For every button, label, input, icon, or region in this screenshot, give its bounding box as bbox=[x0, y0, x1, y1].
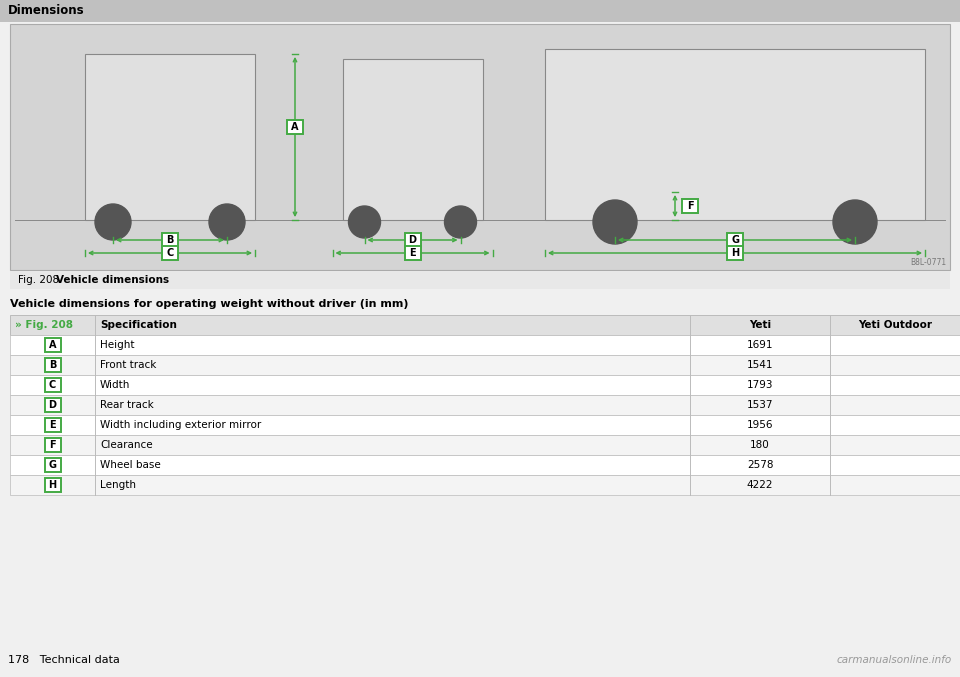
Text: 1541: 1541 bbox=[747, 360, 773, 370]
FancyBboxPatch shape bbox=[44, 438, 60, 452]
Bar bbox=[10, 315, 960, 335]
Text: Fig. 208: Fig. 208 bbox=[18, 275, 65, 285]
Text: D: D bbox=[49, 400, 57, 410]
Text: 4222: 4222 bbox=[747, 480, 773, 490]
Text: F: F bbox=[49, 440, 56, 450]
Text: Specification: Specification bbox=[100, 320, 177, 330]
Text: C: C bbox=[49, 380, 56, 390]
Text: 1537: 1537 bbox=[747, 400, 773, 410]
Bar bbox=[10, 355, 960, 375]
Text: A: A bbox=[291, 122, 299, 132]
Text: G: G bbox=[731, 235, 739, 245]
Text: C: C bbox=[166, 248, 174, 258]
FancyBboxPatch shape bbox=[44, 338, 60, 352]
FancyBboxPatch shape bbox=[404, 246, 420, 260]
Bar bbox=[85, 54, 255, 220]
Text: » Fig. 208: » Fig. 208 bbox=[15, 320, 73, 330]
Bar bbox=[10, 375, 960, 395]
Text: Front track: Front track bbox=[100, 360, 156, 370]
FancyBboxPatch shape bbox=[682, 199, 698, 213]
Bar bbox=[10, 271, 950, 289]
Text: Wheel base: Wheel base bbox=[100, 460, 160, 470]
Circle shape bbox=[348, 206, 380, 238]
Text: 1793: 1793 bbox=[747, 380, 773, 390]
Text: B: B bbox=[166, 235, 174, 245]
Text: 180: 180 bbox=[750, 440, 770, 450]
Text: E: E bbox=[409, 248, 416, 258]
FancyBboxPatch shape bbox=[44, 418, 60, 432]
Text: B: B bbox=[49, 360, 57, 370]
Text: 2578: 2578 bbox=[747, 460, 773, 470]
Text: Vehicle dimensions for operating weight without driver (in mm): Vehicle dimensions for operating weight … bbox=[10, 299, 409, 309]
Bar bbox=[10, 335, 960, 355]
Text: F: F bbox=[686, 201, 693, 211]
Text: Length: Length bbox=[100, 480, 136, 490]
Text: H: H bbox=[48, 480, 57, 490]
Text: Yeti: Yeti bbox=[749, 320, 771, 330]
FancyBboxPatch shape bbox=[404, 233, 420, 247]
Bar bbox=[343, 59, 483, 220]
Text: Rear track: Rear track bbox=[100, 400, 154, 410]
Text: 1691: 1691 bbox=[747, 340, 773, 350]
Bar bbox=[545, 49, 925, 220]
Circle shape bbox=[833, 200, 877, 244]
Circle shape bbox=[444, 206, 476, 238]
Text: H: H bbox=[731, 248, 739, 258]
FancyBboxPatch shape bbox=[44, 398, 60, 412]
Text: Dimensions: Dimensions bbox=[8, 5, 84, 18]
Bar bbox=[10, 415, 960, 435]
Bar bbox=[0, 0, 960, 22]
FancyBboxPatch shape bbox=[727, 246, 743, 260]
Text: B8L-0771: B8L-0771 bbox=[910, 258, 946, 267]
FancyBboxPatch shape bbox=[287, 120, 303, 134]
Text: Height: Height bbox=[100, 340, 134, 350]
Text: 178   Technical data: 178 Technical data bbox=[8, 655, 120, 665]
Text: G: G bbox=[49, 460, 57, 470]
FancyBboxPatch shape bbox=[44, 378, 60, 392]
Bar bbox=[10, 24, 950, 270]
Text: 1956: 1956 bbox=[747, 420, 773, 430]
Circle shape bbox=[95, 204, 131, 240]
Bar bbox=[10, 395, 960, 415]
Text: Clearance: Clearance bbox=[100, 440, 153, 450]
Bar bbox=[10, 435, 960, 455]
Text: Width: Width bbox=[100, 380, 131, 390]
Circle shape bbox=[209, 204, 245, 240]
FancyBboxPatch shape bbox=[162, 233, 178, 247]
Text: Width including exterior mirror: Width including exterior mirror bbox=[100, 420, 261, 430]
Bar bbox=[10, 475, 960, 495]
Bar bbox=[10, 455, 960, 475]
Text: E: E bbox=[49, 420, 56, 430]
Text: carmanualsonline.info: carmanualsonline.info bbox=[837, 655, 952, 665]
Text: Vehicle dimensions: Vehicle dimensions bbox=[56, 275, 169, 285]
FancyBboxPatch shape bbox=[44, 358, 60, 372]
FancyBboxPatch shape bbox=[162, 246, 178, 260]
Circle shape bbox=[593, 200, 637, 244]
Text: D: D bbox=[409, 235, 417, 245]
FancyBboxPatch shape bbox=[44, 478, 60, 492]
FancyBboxPatch shape bbox=[44, 458, 60, 472]
FancyBboxPatch shape bbox=[727, 233, 743, 247]
Text: Yeti Outdoor: Yeti Outdoor bbox=[858, 320, 932, 330]
Text: A: A bbox=[49, 340, 57, 350]
